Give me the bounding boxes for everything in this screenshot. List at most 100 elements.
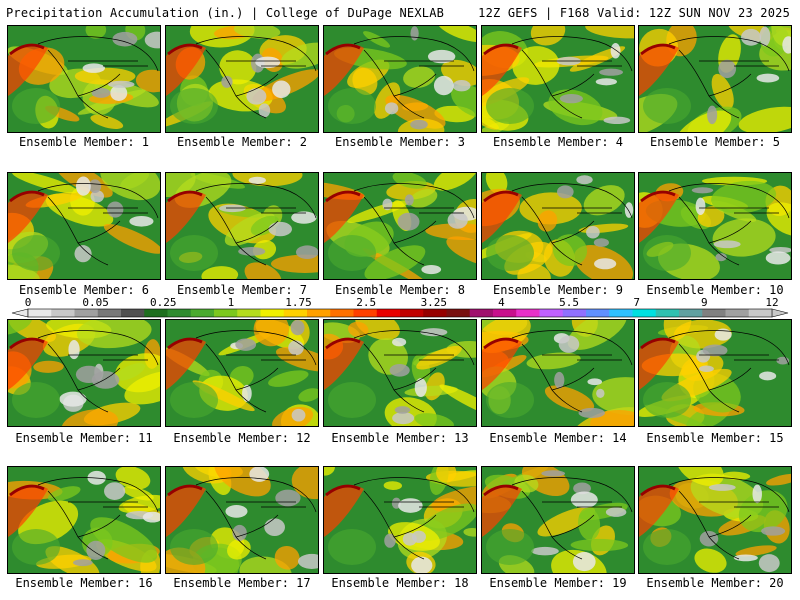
colorbar-swatch (632, 309, 657, 317)
heavy-precip (9, 484, 45, 497)
precip-band (166, 191, 206, 243)
heavy-precip (483, 337, 519, 350)
colorbar-swatch (237, 309, 261, 317)
heavy-precip (167, 484, 203, 497)
member-label: Ensemble Member: 17 (173, 576, 311, 590)
precip-band (567, 320, 627, 350)
dry-area (59, 391, 87, 407)
ensemble-member-map (638, 466, 792, 574)
ensemble-member-map (481, 466, 635, 574)
precipitation-map (324, 26, 476, 132)
precip-band (526, 352, 581, 370)
colorbar-tick-label: 1.75 (285, 296, 312, 309)
ocean-region (328, 382, 376, 418)
dry-area (599, 68, 623, 76)
dry-area (129, 216, 154, 227)
dry-area (707, 105, 718, 125)
dry-area (576, 175, 593, 185)
dry-area (258, 103, 271, 118)
colorbar-swatch (516, 309, 540, 317)
dry-area (295, 245, 318, 260)
ocean-region (486, 88, 534, 124)
precip-band (766, 202, 791, 237)
colorbar-swatch (702, 309, 726, 317)
dry-area (695, 197, 706, 216)
ensemble-member-map (638, 25, 792, 133)
precip-band (639, 338, 679, 390)
colorbar-swatch (167, 309, 192, 317)
map-title: Precipitation Accumulation (in.) | Colle… (6, 6, 445, 20)
precip-band (639, 191, 679, 243)
dry-area (759, 26, 771, 47)
member-label: Ensemble Member: 19 (489, 576, 627, 590)
precip-band (675, 110, 732, 132)
precipitation-map (639, 26, 791, 132)
precipitation-map (166, 320, 318, 426)
dry-area (268, 221, 292, 237)
heavy-precip (325, 337, 361, 350)
colorbar-swatch (283, 309, 308, 317)
colorbar-swatch (307, 309, 331, 317)
precip-band (482, 338, 522, 390)
dry-area (255, 56, 281, 69)
precip-band (253, 320, 289, 347)
dry-area (557, 185, 574, 199)
coastline (353, 477, 475, 560)
precip-band (585, 26, 634, 39)
dry-area (752, 484, 762, 504)
precip-band (425, 223, 476, 241)
precip-band (118, 494, 160, 514)
dry-area (452, 80, 471, 92)
heavy-precip (325, 190, 361, 203)
member-label: Ensemble Member: 3 (334, 135, 466, 149)
ocean-region (643, 382, 691, 418)
precip-band (397, 118, 445, 132)
member-label: Ensemble Member: 11 (15, 431, 153, 445)
dry-area (275, 489, 301, 507)
coastline (353, 36, 475, 119)
ensemble-member-map (638, 319, 792, 427)
dry-area (394, 406, 411, 414)
dry-area (384, 102, 399, 115)
precip-band (433, 173, 476, 191)
precip-band (530, 26, 566, 46)
precip-band (364, 245, 426, 279)
coastline (511, 36, 633, 119)
precip-band (85, 26, 107, 39)
precip-band (268, 370, 309, 387)
colorbar-swatch (469, 309, 494, 317)
dry-area (782, 36, 791, 54)
precip-band (463, 528, 476, 537)
ocean-region (12, 235, 60, 271)
dry-area (570, 491, 598, 509)
heavy-precip (325, 484, 361, 497)
dry-area (421, 264, 442, 275)
colorbar-tick-label: 1 (228, 296, 235, 309)
ensemble-member-map (165, 25, 319, 133)
precip-band (61, 409, 119, 426)
precip-band (115, 363, 145, 381)
dry-area (248, 176, 266, 184)
heavy-precip (9, 43, 45, 56)
dry-area (740, 28, 762, 46)
heavy-precip (640, 190, 676, 203)
colorbar-swatch (97, 309, 122, 317)
member-label: Ensemble Member: 5 (649, 135, 781, 149)
precip-band (244, 262, 282, 279)
precip-band (219, 50, 257, 85)
ensemble-member-map (323, 466, 477, 574)
dry-area (397, 212, 420, 231)
precip-band (416, 345, 462, 370)
colorbar-swatch (144, 309, 168, 317)
ensemble-member-map (323, 172, 477, 280)
dry-area (769, 246, 791, 254)
heavy-precip (483, 190, 519, 203)
dry-area (699, 365, 714, 373)
precip-band (451, 84, 476, 118)
dry-area (291, 211, 317, 224)
ocean-region (643, 529, 691, 565)
heavy-precip (640, 337, 676, 350)
precip-band (570, 538, 629, 552)
coastline (353, 330, 475, 413)
